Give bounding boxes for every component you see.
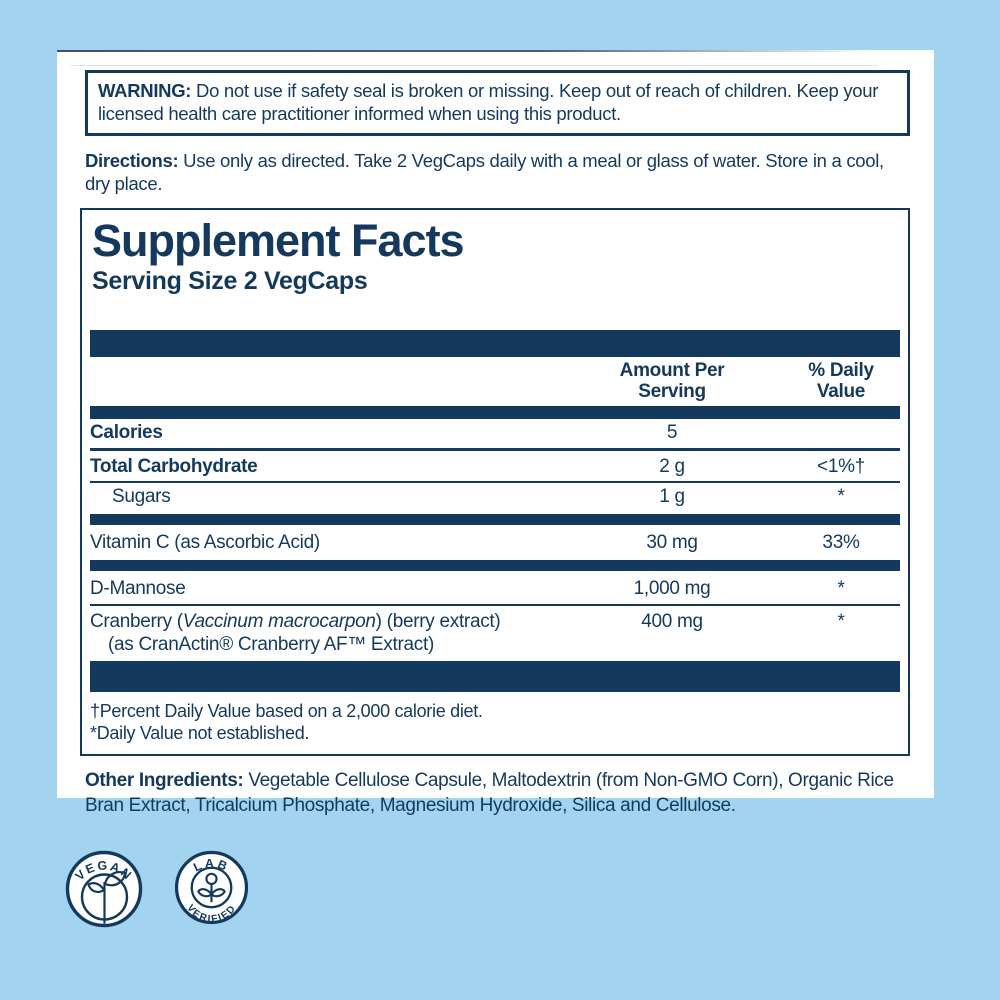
nutrient-row: Vitamin C (as Ascorbic Acid) 30 mg 33% [90,529,900,557]
nutrient-daily-value: * [837,611,845,633]
row-divider [90,513,900,525]
nutrient-amount: 1,000 mg [633,577,711,599]
row-divider [90,559,900,571]
nutrient-row: D-Mannose 1,000 mg * [90,575,900,603]
other-ingredients-label: Other Ingredients: [85,770,244,792]
supplement-facts-panel: Supplement Facts Serving Size 2 VegCaps … [80,208,910,757]
header-bar [90,329,900,357]
row-divider [90,603,900,607]
nutrient-name: Cranberry (Vaccinum macrocarpon) (berry … [90,610,562,656]
nutrient-daily-value: * [837,577,845,599]
row-divider [90,480,900,483]
footnote-not-established: *Daily Value not established. [90,723,310,744]
serving-size: Serving Size 2 VegCaps [92,266,368,295]
nutrient-amount: 1 g [659,485,685,507]
other-ingredients-text: Vegetable Cellulose Capsule, Maltodextri… [85,770,894,817]
nutrient-daily-value: * [837,485,845,507]
nutrient-row: Cranberry (Vaccinum macrocarpon) (berry … [90,608,900,659]
header-underbar [90,405,900,419]
footnotes: †Percent Daily Value based on a 2,000 ca… [90,700,900,744]
nutrient-amount: 400 mg [641,611,703,633]
directions-text: Use only as directed. Take 2 VegCaps dai… [85,150,884,194]
column-header-daily: % Daily Value [808,359,874,402]
nutrient-name: Sugars [112,485,171,507]
column-header-row: Amount Per Serving % Daily Value [90,357,900,406]
nutrient-row: Calories 5 [90,419,900,447]
nutrient-name: D-Mannose [90,577,186,599]
nutrient-row: Total Carbohydrate 2 g <1%† [90,453,900,481]
vegan-badge-icon: VEGAN [65,850,143,928]
lab-verified-badge: LAB VERIFIED [173,849,250,929]
nutrient-amount: 2 g [659,455,685,477]
row-divider [90,447,900,451]
nutrient-row: Sugars 1 g * [90,483,900,511]
nutrient-name: Vitamin C (as Ascorbic Acid) [90,531,320,553]
warning-text: Do not use if safety seal is broken or m… [98,80,879,124]
sf-rows: Calories 5 Total Carbohydrate 2 g <1%† Sugars… [90,419,900,693]
certification-badges: VEGAN LAB VERIFIED [64,849,250,929]
warning-label: WARNING: [98,80,192,101]
flower-icon [197,872,226,903]
nutrient-name-line2: (as CranActin® Cranberry AF™ Extract) [108,634,434,656]
product-label-card: WARNING: Do not use if safety seal is br… [57,50,934,816]
sprout-icon [87,871,127,924]
row-divider [90,661,900,693]
lab-verified-badge-icon: LAB VERIFIED [174,850,249,925]
vegan-badge: VEGAN [64,849,144,929]
supplement-facts-title: Supplement Facts [92,215,465,266]
nutrient-daily-value: 33% [822,531,860,553]
directions: Directions: Use only as directed. Take 2… [85,149,910,195]
nutrient-amount: 5 [666,421,678,443]
lab-inner-circle [190,866,233,909]
nutrient-name: Calories [90,421,163,443]
other-ingredients: Other Ingredients: Vegetable Cellulose C… [85,768,910,818]
nutrient-amount: 30 mg [646,531,698,553]
nutrient-daily-value: <1%† [817,455,865,477]
nutrient-name: Total Carbohydrate [90,455,258,477]
footnote-daily-value: †Percent Daily Value based on a 2,000 ca… [90,701,483,722]
directions-label: Directions: [85,150,179,171]
column-header-amount: Amount Per Serving [619,359,725,402]
warning-box: WARNING: Do not use if safety seal is br… [85,70,910,136]
